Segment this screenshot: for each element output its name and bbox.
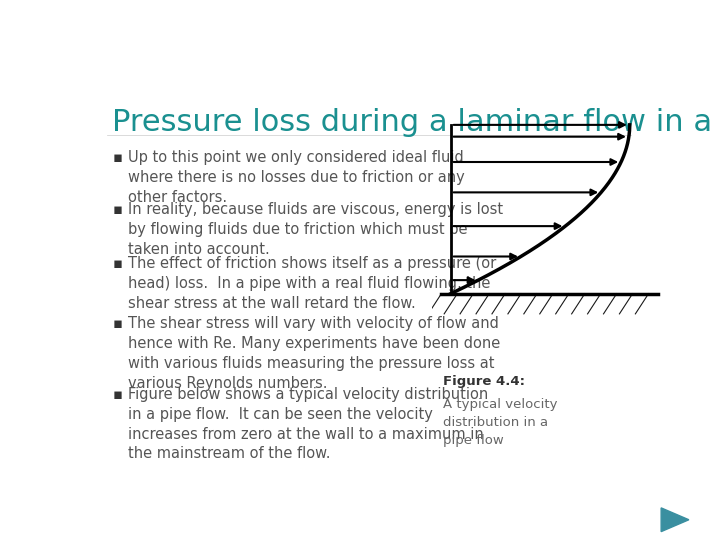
Text: In reality, because fluids are viscous, energy is lost
by flowing fluids due to : In reality, because fluids are viscous, …	[128, 202, 503, 256]
Text: Figure 4.4:: Figure 4.4:	[443, 375, 525, 388]
Text: ▪: ▪	[112, 150, 122, 165]
Text: ▪: ▪	[112, 387, 122, 402]
Text: The effect of friction shows itself as a pressure (or
head) loss.  In a pipe wit: The effect of friction shows itself as a…	[128, 256, 496, 310]
Text: The shear stress will vary with velocity of flow and
hence with Re. Many experim: The shear stress will vary with velocity…	[128, 316, 500, 391]
Text: ▪: ▪	[112, 316, 122, 332]
Text: ▪: ▪	[112, 256, 122, 271]
Text: A typical velocity
distribution in a
pipe flow: A typical velocity distribution in a pip…	[443, 398, 557, 447]
Text: Pressure loss during a laminar flow in a pipe: Pressure loss during a laminar flow in a…	[112, 109, 720, 138]
Text: ▪: ▪	[112, 202, 122, 217]
Text: Up to this point we only considered ideal fluid
where there is no losses due to : Up to this point we only considered idea…	[128, 150, 464, 205]
Text: Figure below shows a typical velocity distribution
in a pipe flow.  It can be se: Figure below shows a typical velocity di…	[128, 387, 488, 462]
Polygon shape	[661, 508, 689, 531]
